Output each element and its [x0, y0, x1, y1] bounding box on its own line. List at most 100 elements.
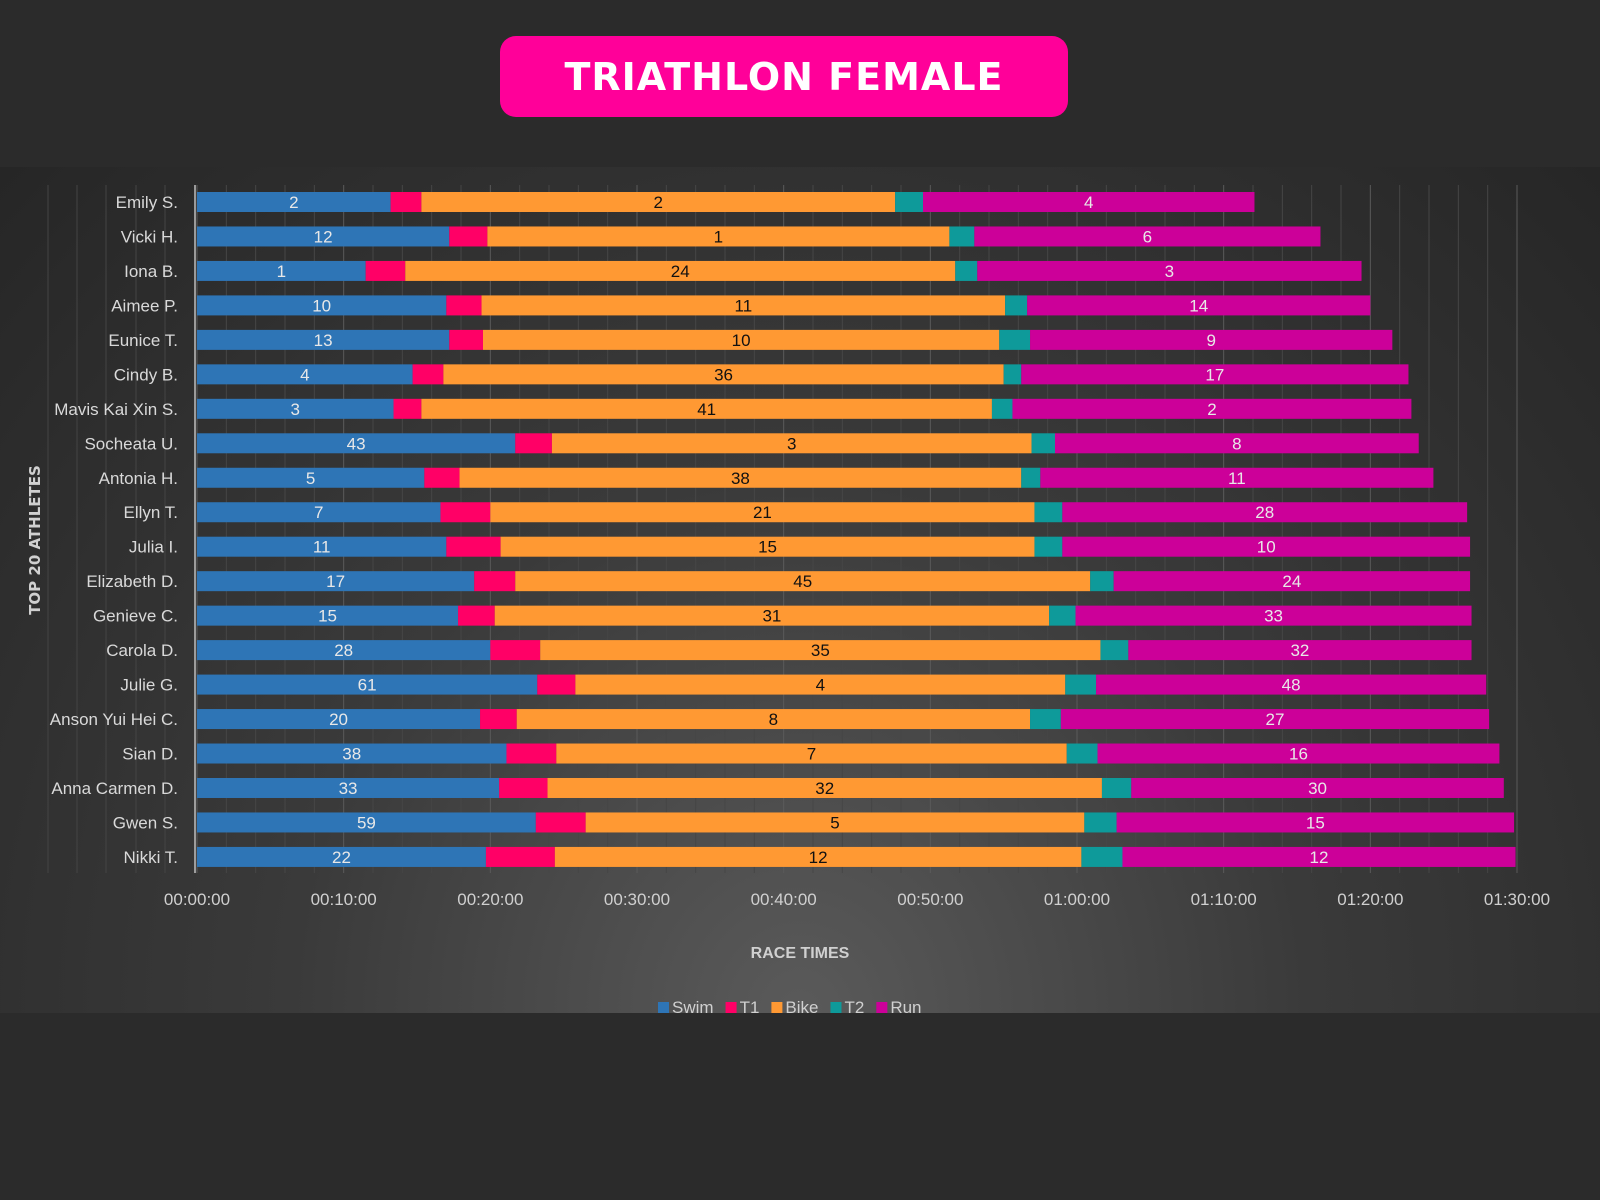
data-label-bike: 35	[811, 641, 830, 660]
bar-bike	[575, 674, 1066, 695]
bar-t2	[1034, 502, 1063, 523]
legend-swatch	[771, 1002, 783, 1013]
bar-run	[1040, 467, 1434, 488]
data-label-bike: 31	[762, 607, 781, 626]
bar-t2	[1084, 812, 1117, 833]
bar-run	[974, 226, 1321, 247]
data-label-bike: 21	[753, 503, 772, 522]
data-label-bike: 5	[830, 813, 839, 832]
bar-t1	[480, 709, 517, 730]
x-tick-label: 00:50:00	[897, 890, 963, 909]
data-label-swim: 7	[314, 503, 323, 522]
category-label: Julia I.	[129, 538, 178, 557]
data-label-swim: 10	[312, 296, 331, 315]
bar-bike	[500, 536, 1035, 557]
data-label-run: 3	[1165, 262, 1174, 281]
bar-t2	[1090, 571, 1114, 592]
category-label: Emily S.	[116, 193, 178, 212]
data-label-swim: 17	[326, 572, 345, 591]
data-label-run: 30	[1308, 779, 1327, 798]
bar-swim	[197, 674, 538, 695]
bar-bike	[459, 467, 1022, 488]
category-label: Aimee P.	[111, 296, 178, 315]
bar-run	[1062, 502, 1468, 523]
bar-t1	[390, 192, 422, 212]
bar-bike	[483, 329, 1000, 350]
data-label-swim: 20	[329, 710, 348, 729]
data-label-bike: 32	[815, 779, 834, 798]
category-label: Cindy B.	[114, 365, 178, 384]
data-label-run: 17	[1205, 365, 1224, 384]
legend-swatch	[658, 1002, 669, 1013]
x-tick-label: 01:10:00	[1191, 890, 1257, 909]
data-label-run: 2	[1207, 400, 1216, 419]
x-tick-label: 01:30:00	[1484, 890, 1550, 909]
data-label-bike: 45	[793, 572, 812, 591]
data-label-bike: 12	[809, 848, 828, 867]
bar-run	[1131, 777, 1504, 798]
category-label: Elizabeth D.	[86, 572, 178, 591]
bar-t1	[393, 398, 422, 419]
bar-t2	[1066, 743, 1098, 764]
category-label: Antonia H.	[99, 469, 178, 488]
bar-t2	[1065, 674, 1097, 695]
bar-swim	[197, 605, 459, 626]
x-tick-label: 01:00:00	[1044, 890, 1110, 909]
data-label-bike: 38	[731, 469, 750, 488]
data-label-bike: 41	[697, 400, 716, 419]
bar-t1	[485, 846, 555, 867]
bar-run	[1116, 812, 1515, 833]
bar-bike	[487, 226, 950, 247]
bar-bike	[547, 777, 1102, 798]
legend-swatch	[830, 1002, 842, 1013]
data-label-run: 12	[1310, 848, 1329, 867]
data-label-bike: 24	[671, 262, 690, 281]
data-label-run: 10	[1257, 538, 1276, 557]
x-tick-label: 00:30:00	[604, 890, 670, 909]
bar-swim	[197, 295, 447, 316]
bar-swim	[197, 433, 516, 454]
bar-swim	[197, 777, 500, 798]
category-label: Ellyn T.	[124, 503, 179, 522]
x-tick-label: 00:10:00	[311, 890, 377, 909]
bar-bike	[494, 605, 1050, 626]
data-label-run: 16	[1289, 745, 1308, 764]
data-label-swim: 59	[357, 813, 376, 832]
bar-run	[1030, 329, 1393, 350]
data-label-swim: 61	[358, 676, 377, 695]
bar-t1	[365, 260, 406, 281]
category-label: Mavis Kai Xin S.	[54, 400, 178, 419]
bar-run	[1097, 743, 1500, 764]
bar-run	[1062, 536, 1471, 557]
bar-t2	[949, 226, 975, 247]
bar-bike	[556, 743, 1067, 764]
legend-item-bike: Bike	[771, 998, 818, 1017]
legend-label: Run	[890, 998, 921, 1017]
title-banner: TRIATHLON FEMALE	[500, 36, 1068, 117]
x-tick-label: 00:00:00	[164, 890, 230, 909]
bar-t1	[515, 433, 552, 454]
bar-run	[1021, 364, 1409, 385]
x-tick-label: 00:40:00	[751, 890, 817, 909]
data-label-bike: 15	[758, 538, 777, 557]
bar-t1	[458, 605, 495, 626]
bar-t1	[446, 536, 501, 557]
bar-swim	[197, 743, 507, 764]
bar-bike	[585, 812, 1085, 833]
bar-t2	[1100, 640, 1129, 661]
category-label: Anna Carmen D.	[51, 779, 178, 798]
bar-t2	[1031, 433, 1055, 454]
bar-t2	[999, 329, 1031, 350]
data-label-swim: 33	[339, 779, 358, 798]
bar-swim	[197, 364, 413, 385]
bar-bike	[516, 709, 1031, 730]
bar-swim	[197, 812, 536, 833]
bar-bike	[540, 640, 1101, 661]
bar-swim	[197, 192, 391, 212]
legend-label: T2	[844, 998, 864, 1017]
data-label-bike: 3	[787, 434, 796, 453]
bar-run	[1060, 709, 1490, 730]
bar-t2	[991, 398, 1013, 419]
data-label-swim: 1	[277, 262, 286, 281]
bar-t2	[1081, 846, 1123, 867]
